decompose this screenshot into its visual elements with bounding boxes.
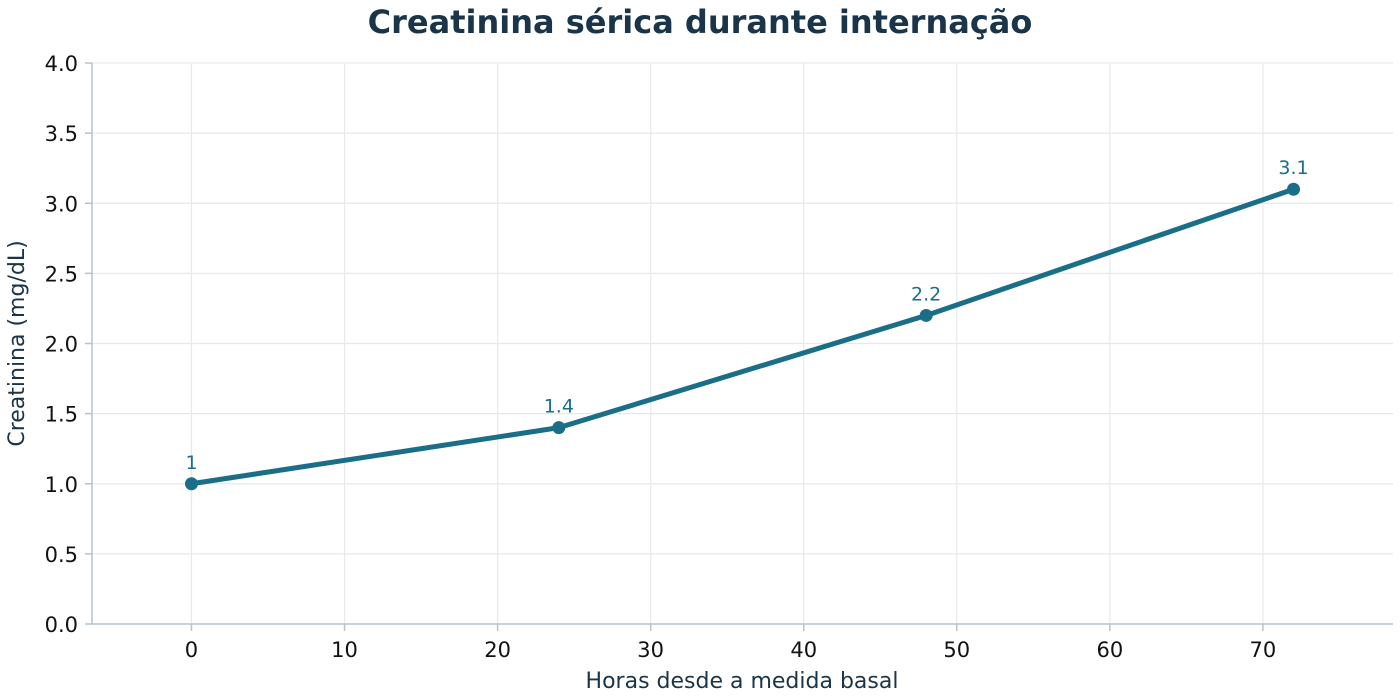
y-tick-label: 0.5 — [45, 543, 78, 567]
y-ticks: 0.0 0.5 1.0 1.5 2.0 2.5 3.0 3.5 4.0 — [45, 52, 92, 637]
x-tick-label: 30 — [637, 638, 664, 662]
grid — [92, 62, 1393, 624]
y-tick-label: 3.5 — [45, 122, 78, 146]
y-axis-label: Creatinina (mg/dL) — [5, 240, 30, 446]
x-tick-label: 20 — [484, 638, 511, 662]
x-tick-label: 50 — [943, 638, 970, 662]
data-label: 1 — [185, 452, 197, 474]
data-point — [184, 477, 198, 491]
y-tick-label: 4.0 — [45, 52, 78, 76]
x-tick-label: 0 — [185, 638, 198, 662]
data-label: 2.2 — [911, 283, 941, 305]
x-tick-label: 70 — [1250, 638, 1277, 662]
x-ticks: 0 10 20 30 40 50 60 70 — [185, 624, 1276, 662]
x-tick-label: 10 — [331, 638, 358, 662]
series: 1 1.4 2.2 3.1 — [184, 157, 1309, 491]
chart-title: Creatinina sérica durante internação — [368, 3, 1033, 41]
data-point — [552, 421, 566, 435]
x-axis-label: Horas desde a medida basal — [586, 669, 899, 694]
data-point — [1287, 182, 1301, 196]
x-tick-label: 40 — [790, 638, 817, 662]
x-tick-label: 60 — [1096, 638, 1123, 662]
y-tick-label: 0.0 — [45, 613, 78, 637]
series-line — [188, 186, 1297, 487]
data-label: 1.4 — [544, 396, 574, 418]
data-point — [919, 308, 933, 322]
y-tick-label: 2.5 — [45, 262, 78, 286]
y-tick-label: 3.0 — [45, 192, 78, 216]
y-tick-label: 1.0 — [45, 473, 78, 497]
y-tick-label: 2.0 — [45, 333, 78, 357]
data-label: 3.1 — [1278, 157, 1308, 179]
y-tick-label: 1.5 — [45, 403, 78, 427]
